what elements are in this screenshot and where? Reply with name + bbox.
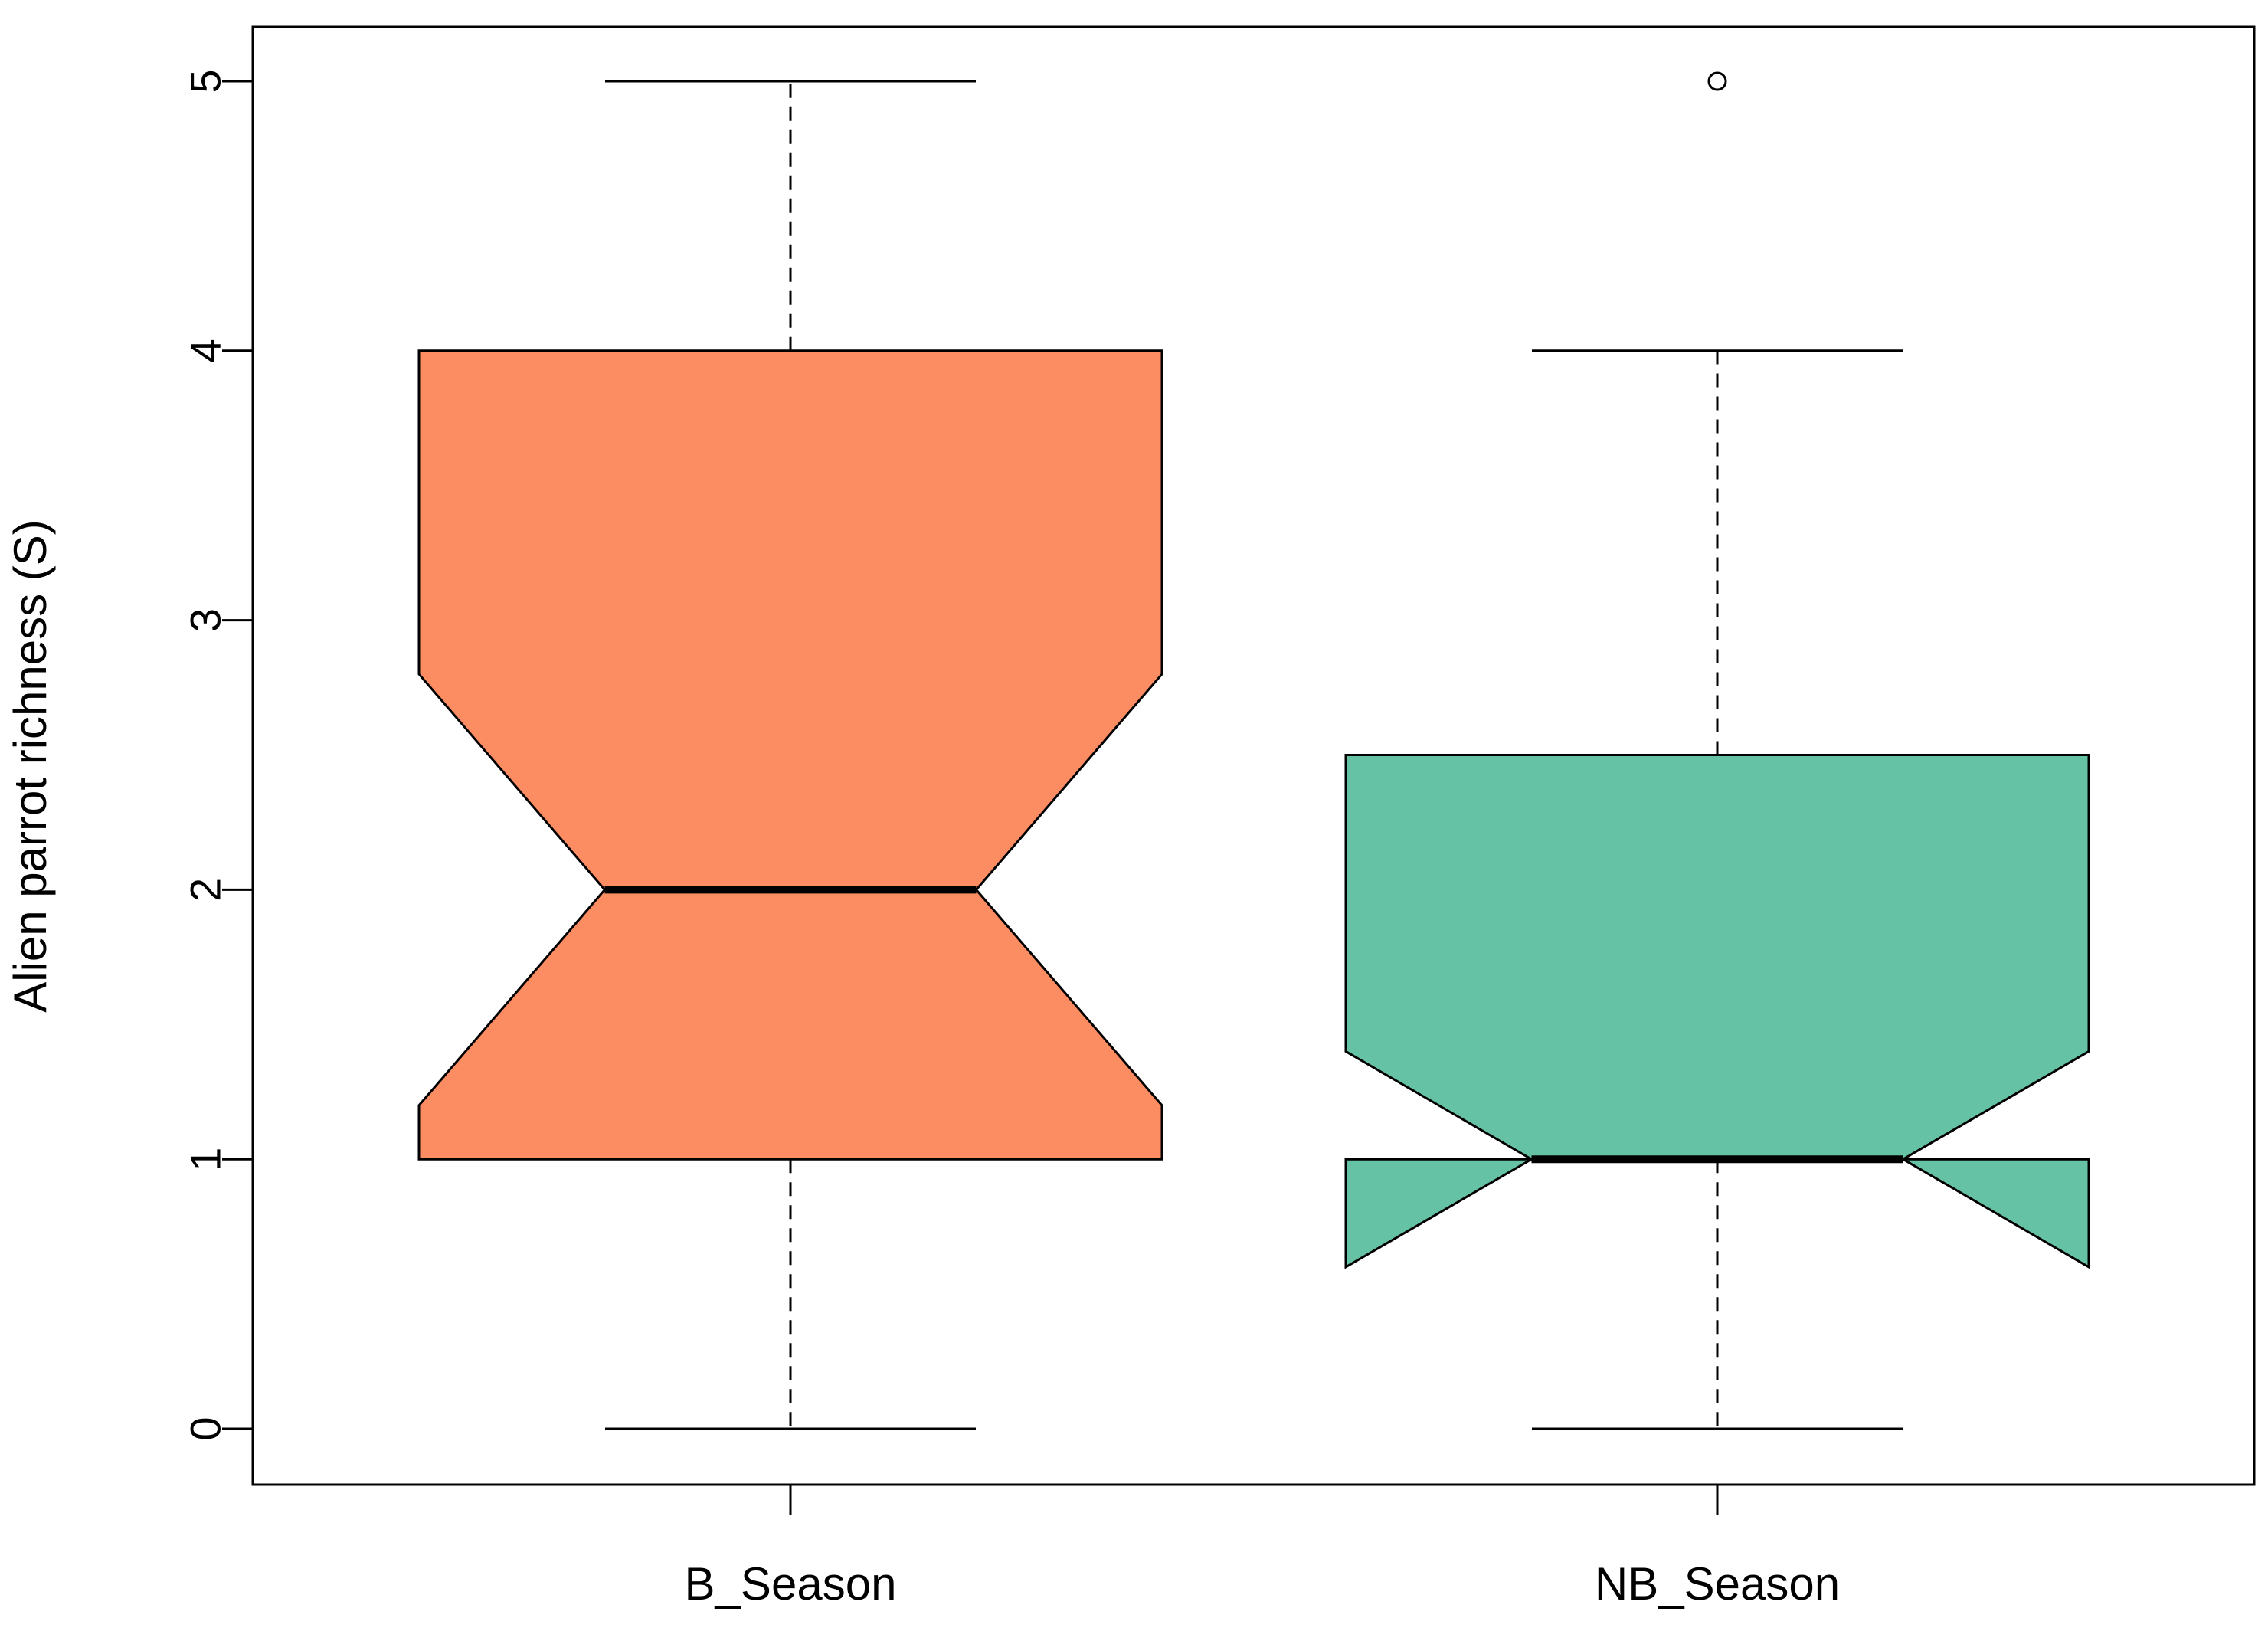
plot-frame [251,25,2256,1486]
y-tick-label: 0 [182,1416,230,1440]
box-B_Season [417,80,1163,1430]
y-tick-label: 2 [182,878,230,902]
y-tick-label: 5 [182,69,230,93]
x-tick-label: B_Season [685,1558,897,1610]
y-axis-title: Alien parrot richness (S) [5,519,56,1013]
y-tick-label: 4 [182,339,230,362]
outlier-point [1707,71,1727,91]
y-tick-label: 1 [182,1148,230,1171]
y-tick-label: 3 [182,608,230,632]
x-axis: B_Season NB_Season [685,1485,1840,1610]
boxes [417,71,2090,1430]
x-tick-label: NB_Season [1595,1558,1840,1610]
box-body [1344,754,2090,1269]
y-axis: 0 1 2 3 4 5 [182,69,253,1441]
box-NB_Season [1344,71,2090,1430]
box-body [417,349,1163,1161]
